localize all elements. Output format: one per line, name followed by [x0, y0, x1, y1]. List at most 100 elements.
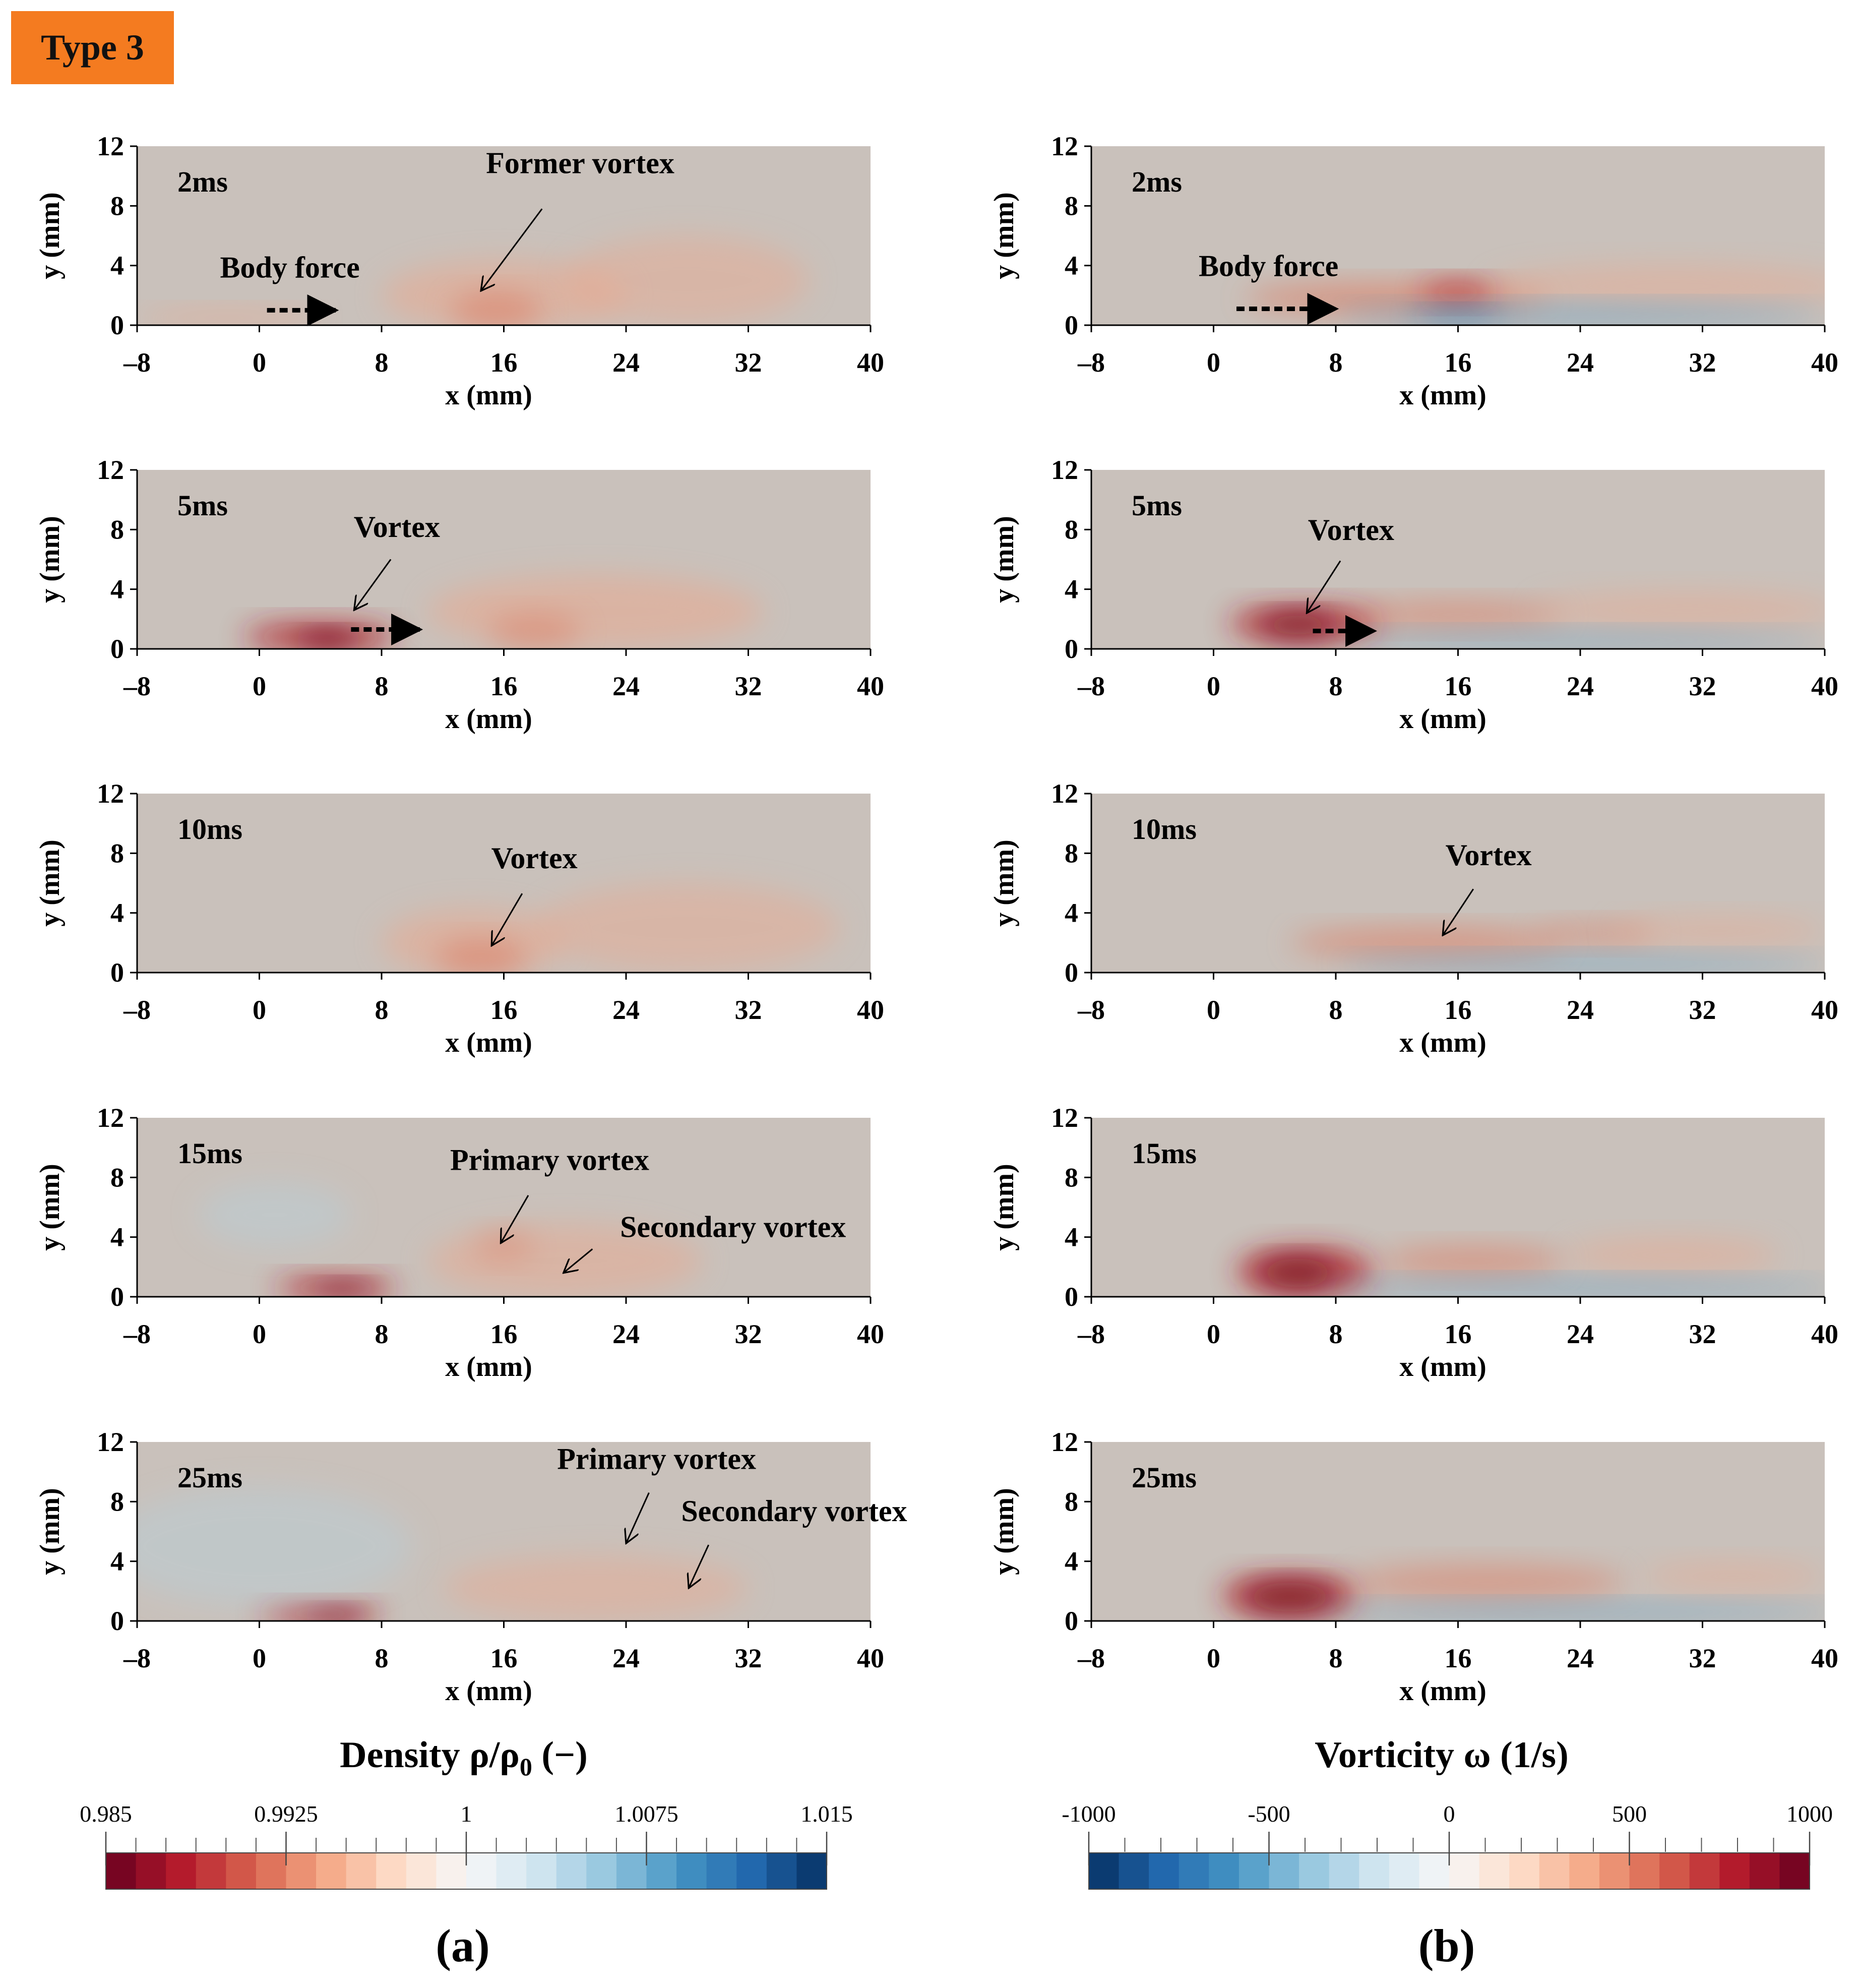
x-axis-title: x (mm): [445, 703, 532, 735]
x-tick-label: 0: [1207, 1319, 1220, 1349]
x-tick-label: 24: [1567, 1319, 1594, 1349]
x-tick-label: 8: [375, 1319, 389, 1349]
y-tick-label: 12: [97, 455, 124, 485]
x-tick-label: 40: [857, 1319, 884, 1349]
contour-field: [1290, 916, 1825, 973]
contour-panel-density-2ms: –8 0 8 16 24 32 40 0 4 8 12 x (mm) y (mm) 2ms Former v…: [34, 131, 884, 411]
y-tick-label: 8: [1065, 191, 1078, 221]
y-tick-label: 4: [1065, 1546, 1078, 1577]
time-label: 15ms: [177, 1137, 242, 1170]
x-tick-label: 16: [490, 995, 518, 1025]
colorbar-level: [496, 1853, 527, 1889]
colorbar-level: [1209, 1853, 1240, 1889]
y-tick-label: 4: [1065, 574, 1078, 605]
y-tick-label: 0: [1065, 1606, 1078, 1636]
annotation-label: Primary vortex: [450, 1143, 649, 1177]
x-axis-title: x (mm): [1399, 1027, 1486, 1058]
contour-blob: [473, 1231, 535, 1261]
contour-field: [137, 1486, 749, 1621]
y-tick-label: 0: [110, 1282, 124, 1312]
contour-blob: [1412, 309, 1504, 324]
y-tick-label: 0: [1065, 310, 1078, 340]
annotation-label: Former vortex: [486, 146, 674, 179]
colorbar-level: [406, 1853, 437, 1889]
colorbar-level: [286, 1853, 317, 1889]
colorbar-level: [1359, 1853, 1390, 1889]
x-tick-label: 40: [1811, 1319, 1838, 1349]
colorbar-tick-label: 1: [461, 1801, 472, 1827]
contour-blob: [443, 1555, 749, 1621]
contour-field: [1236, 1237, 1825, 1297]
contour-blob: [313, 1282, 374, 1297]
x-tick-label: 16: [1445, 347, 1472, 378]
contour-blob: [534, 883, 840, 973]
annotation-arrow: [689, 1544, 710, 1588]
colorbar-level: [736, 1853, 767, 1889]
colorbar-tick-label: 1.015: [800, 1801, 853, 1827]
contour-blob: [435, 939, 527, 973]
x-tick-label: 8: [1329, 1319, 1343, 1349]
colorbars-layer: 0.985 0.9925 1 1.0075 1.015 -1000 -500 0 500 1000: [80, 1801, 1833, 1890]
contour-panel-density-10ms: –8 0 8 16 24 32 40 0 4 8 12 x (mm) y (mm) 10ms Vortex: [34, 778, 884, 1058]
y-tick-label: 12: [1051, 1103, 1078, 1133]
annotation-arrow: [481, 208, 543, 291]
x-tick-label: 8: [375, 671, 389, 701]
contour-blob: [565, 235, 810, 325]
y-tick-label: 12: [97, 1427, 124, 1457]
panel-label-b: (b): [1418, 1920, 1475, 1971]
panel-label-a: (a): [436, 1920, 489, 1971]
x-tick-label: 0: [1207, 347, 1220, 378]
contour-blob: [137, 1486, 412, 1606]
y-tick-label: 4: [110, 1546, 124, 1577]
colorbar-level: [1599, 1853, 1630, 1889]
annotation-label: Vortex: [491, 841, 578, 875]
x-tick-label: –8: [1077, 671, 1105, 701]
y-axis-title: y (mm): [34, 1164, 66, 1251]
x-tick-label: 8: [375, 347, 389, 378]
density-column-title: Density ρ/ρ0 (−): [340, 1734, 588, 1781]
colorbar-level: [1719, 1853, 1750, 1889]
colorbar-level: [1629, 1853, 1660, 1889]
colorbar-level: [526, 1853, 557, 1889]
y-tick-label: 12: [1051, 778, 1078, 809]
x-tick-label: 24: [612, 671, 640, 701]
colorbar-level: [1299, 1853, 1330, 1889]
colorbar-level: [106, 1853, 137, 1889]
x-tick-label: 32: [735, 995, 762, 1025]
colorbar-level: [436, 1853, 467, 1889]
x-tick-label: 16: [1445, 1643, 1472, 1673]
y-axis-title: y (mm): [34, 839, 66, 927]
contour-blob: [1336, 304, 1825, 325]
y-tick-label: 0: [1065, 634, 1078, 664]
x-tick-label: 0: [253, 995, 266, 1025]
contour-blob: [1244, 1582, 1336, 1612]
colorbar-level: [586, 1853, 617, 1889]
y-axis-title: y (mm): [34, 516, 66, 603]
x-tick-label: 32: [1689, 1319, 1716, 1349]
x-tick-label: 32: [1689, 995, 1716, 1025]
colorbar-level: [1149, 1853, 1180, 1889]
x-tick-label: 24: [1567, 671, 1594, 701]
x-tick-label: 8: [1329, 347, 1343, 378]
annotation-arrow: [491, 893, 523, 946]
contour-blob: [1336, 954, 1825, 973]
annotation-label: Secondary vortex: [681, 1494, 907, 1528]
x-axis-title: x (mm): [1399, 1351, 1486, 1382]
x-tick-label: 16: [1445, 995, 1472, 1025]
x-axis-title: x (mm): [1399, 380, 1486, 411]
colorbar-level: [706, 1853, 737, 1889]
time-label: 10ms: [177, 813, 242, 846]
contour-blob: [1489, 264, 1825, 309]
y-tick-label: 8: [110, 514, 124, 545]
x-tick-label: 32: [735, 1643, 762, 1673]
colorbar-level: [1329, 1853, 1360, 1889]
colorbar-tick-label: 0.985: [80, 1801, 132, 1827]
contour-blob: [1351, 1564, 1626, 1600]
annotation-arrow: [1307, 560, 1341, 613]
x-tick-label: 0: [1207, 995, 1220, 1025]
colorbar-level: [166, 1853, 197, 1889]
colorbar-level: [1419, 1853, 1450, 1889]
contour-field: [382, 883, 840, 973]
y-tick-label: 4: [1065, 898, 1078, 928]
contour-blob: [1610, 916, 1825, 946]
